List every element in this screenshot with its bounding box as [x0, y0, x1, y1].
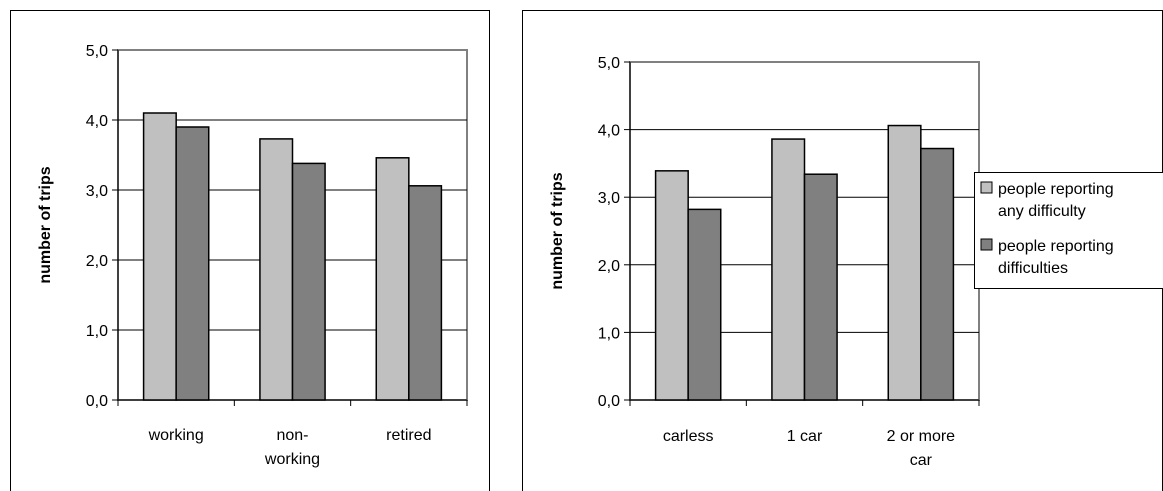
y-tick-label: 4,0 — [598, 123, 620, 140]
bar-light — [142, 112, 177, 401]
y-tick-label: 0,0 — [86, 393, 108, 410]
y-tick-label: 5,0 — [86, 43, 108, 60]
bar-dark — [687, 208, 722, 401]
legend-swatch — [980, 238, 993, 251]
bar-dark — [408, 185, 443, 401]
bar-light — [654, 170, 689, 401]
y-tick-label: 5,0 — [598, 55, 620, 72]
bar-light — [887, 124, 922, 401]
bar-light — [375, 157, 410, 401]
y-tick-label: 0,0 — [598, 393, 620, 410]
x-tick-label: retired — [386, 427, 431, 444]
legend-swatch — [980, 181, 993, 194]
legend-box — [974, 172, 1163, 289]
legend-entry-label: people reporting — [998, 181, 1114, 198]
bar-dark — [291, 162, 326, 401]
x-tick-label: 1 car — [787, 428, 823, 445]
x-tick-label: carless — [663, 428, 714, 445]
y-tick-label: 1,0 — [86, 323, 108, 340]
chart-by-car-ownership: 0,0 1,0 2,0 3,0 4,0 5,0 carless 1 car 2 or more c… — [522, 10, 1163, 491]
bar-dark — [920, 147, 955, 401]
x-tick-label: working — [264, 451, 320, 468]
y-tick-label: 2,0 — [598, 258, 620, 275]
y-tick-label: 3,0 — [598, 190, 620, 207]
x-tick-label: 2 or more — [887, 428, 956, 445]
legend-entry-label: any difficulty — [998, 203, 1086, 220]
bar-light — [259, 138, 294, 401]
y-tick-label: 2,0 — [86, 253, 108, 270]
legend-entry-label: difficulties — [998, 260, 1068, 277]
x-tick-label: car — [910, 452, 933, 469]
x-tick-label: non- — [276, 427, 308, 444]
y-tick-label: 1,0 — [598, 325, 620, 342]
bar-light — [771, 138, 806, 401]
y-tick-label: 4,0 — [86, 113, 108, 130]
chart-by-employment: 0,0 1,0 2,0 3,0 4,0 5,0 working non-working reti… — [10, 10, 490, 491]
bar-dark — [175, 126, 210, 401]
y-axis-label: number of trips — [549, 172, 566, 289]
legend-entry-label: people reporting — [998, 238, 1114, 255]
bar-dark — [803, 173, 838, 401]
y-tick-label: 3,0 — [86, 183, 108, 200]
y-axis-label: number of trips — [37, 166, 54, 283]
x-tick-label: working — [148, 427, 204, 444]
